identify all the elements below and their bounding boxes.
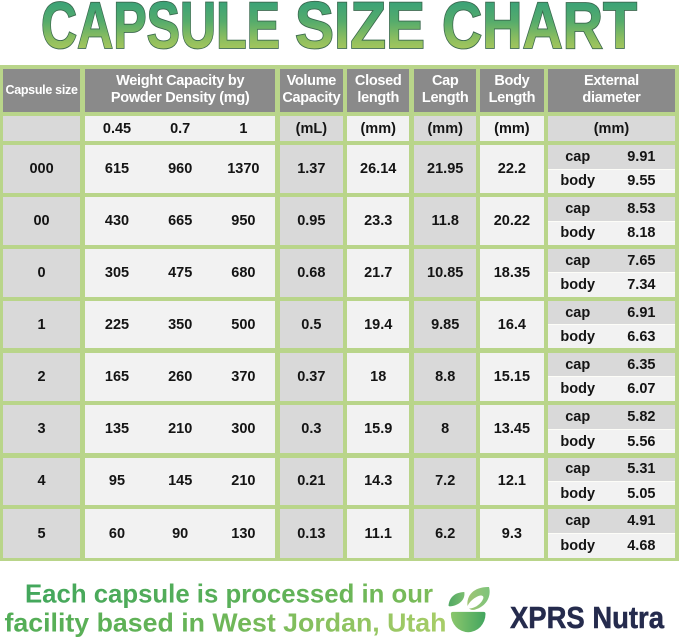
svg-text:facility based in West Jordan,: facility based in West Jordan, Utah: [5, 608, 447, 638]
svg-text:SIZE: SIZE: [295, 0, 425, 60]
svg-text:Each capsule is processed in o: Each capsule is processed in our: [25, 579, 433, 609]
svg-text:XPRS Nutra: XPRS Nutra: [510, 600, 665, 635]
svg-text:CAPSULE: CAPSULE: [41, 0, 280, 60]
svg-text:CHART: CHART: [442, 0, 637, 60]
